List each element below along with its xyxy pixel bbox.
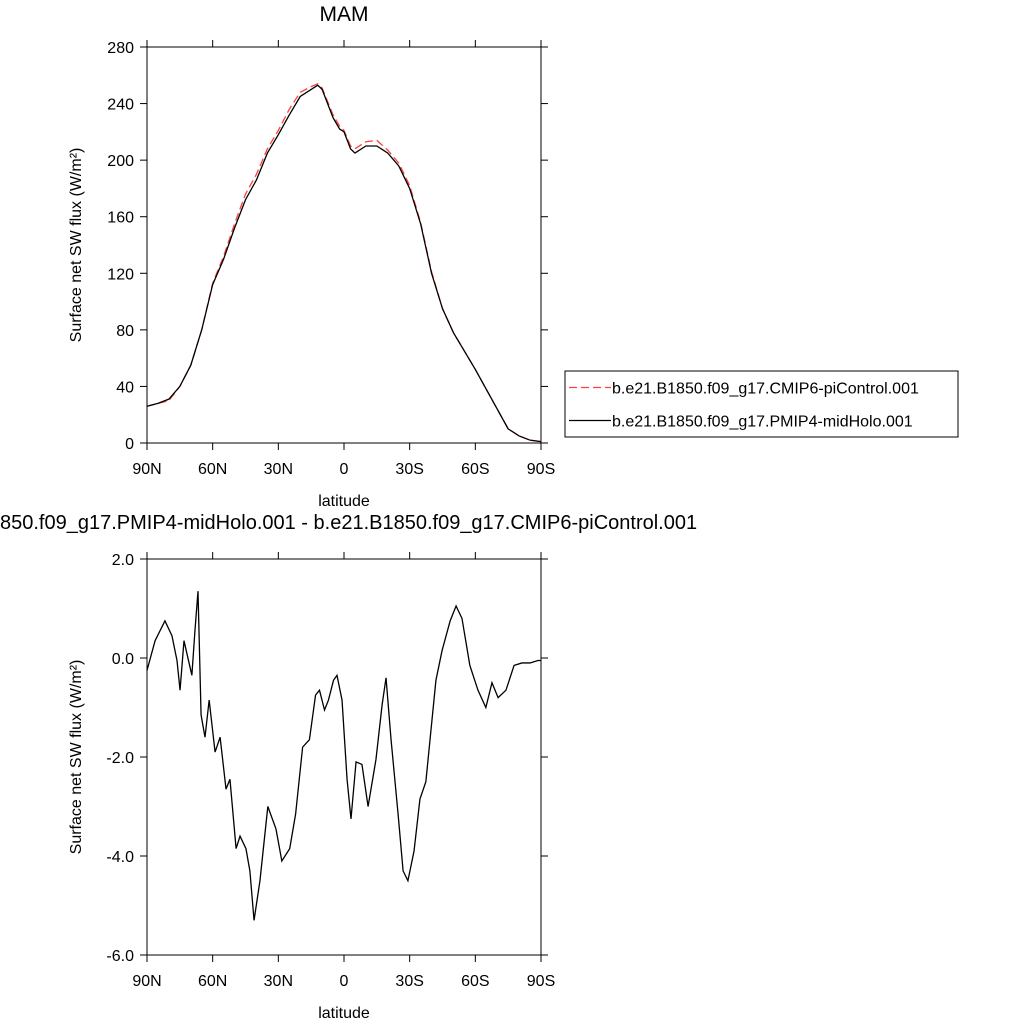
- x-tick-label: 0: [340, 461, 349, 478]
- chart-title: 850.f09_g17.PMIP4-midHolo.001 - b.e21.B1…: [0, 512, 697, 534]
- x-tick-label: 90N: [132, 461, 161, 478]
- legend-box: [564, 370, 959, 438]
- y-axis-title: Surface net SW flux (W/m²): [68, 660, 85, 855]
- y-tick-label: 0.0: [112, 651, 134, 668]
- x-tick-label: 30N: [264, 461, 293, 478]
- y-tick-label: -2.0: [106, 750, 134, 767]
- x-tick-label: 60S: [461, 973, 489, 990]
- y-tick-label: 240: [107, 97, 134, 114]
- y-tick-label: 40: [116, 379, 134, 396]
- y-tick-label: 200: [107, 153, 134, 170]
- y-tick-label: -6.0: [106, 948, 134, 965]
- x-tick-label: 30S: [395, 461, 423, 478]
- y-tick-label: 2.0: [112, 552, 134, 569]
- series-line: [146, 84, 542, 443]
- plot-frame: [146, 558, 542, 956]
- legend-label: b.e21.B1850.f09_g17.PMIP4-midHolo.001: [612, 414, 913, 431]
- legend-label: b.e21.B1850.f09_g17.CMIP6-piControl.001: [612, 381, 919, 398]
- x-tick-label: 0: [340, 973, 349, 990]
- x-tick-label: 30S: [395, 973, 423, 990]
- x-tick-label: 60S: [461, 461, 489, 478]
- y-tick-label: 80: [116, 323, 134, 340]
- x-tick-label: 60N: [198, 461, 227, 478]
- series-line: [146, 83, 542, 443]
- series-line: [146, 591, 541, 921]
- x-tick-label: 90S: [527, 461, 555, 478]
- x-tick-label: 30N: [264, 973, 293, 990]
- y-tick-label: 280: [107, 40, 134, 57]
- plot-frame: [146, 46, 542, 444]
- x-tick-label: 90S: [527, 973, 555, 990]
- y-tick-label: -4.0: [106, 849, 134, 866]
- x-axis-title: latitude: [318, 1005, 370, 1022]
- y-tick-label: 160: [107, 210, 134, 227]
- y-tick-label: 0: [125, 436, 134, 453]
- y-axis-title: Surface net SW flux (W/m²): [68, 148, 85, 343]
- x-tick-label: 90N: [132, 973, 161, 990]
- x-tick-label: 60N: [198, 973, 227, 990]
- chart-title: MAM: [320, 3, 369, 26]
- y-tick-label: 120: [107, 266, 134, 283]
- x-axis-title: latitude: [318, 493, 370, 510]
